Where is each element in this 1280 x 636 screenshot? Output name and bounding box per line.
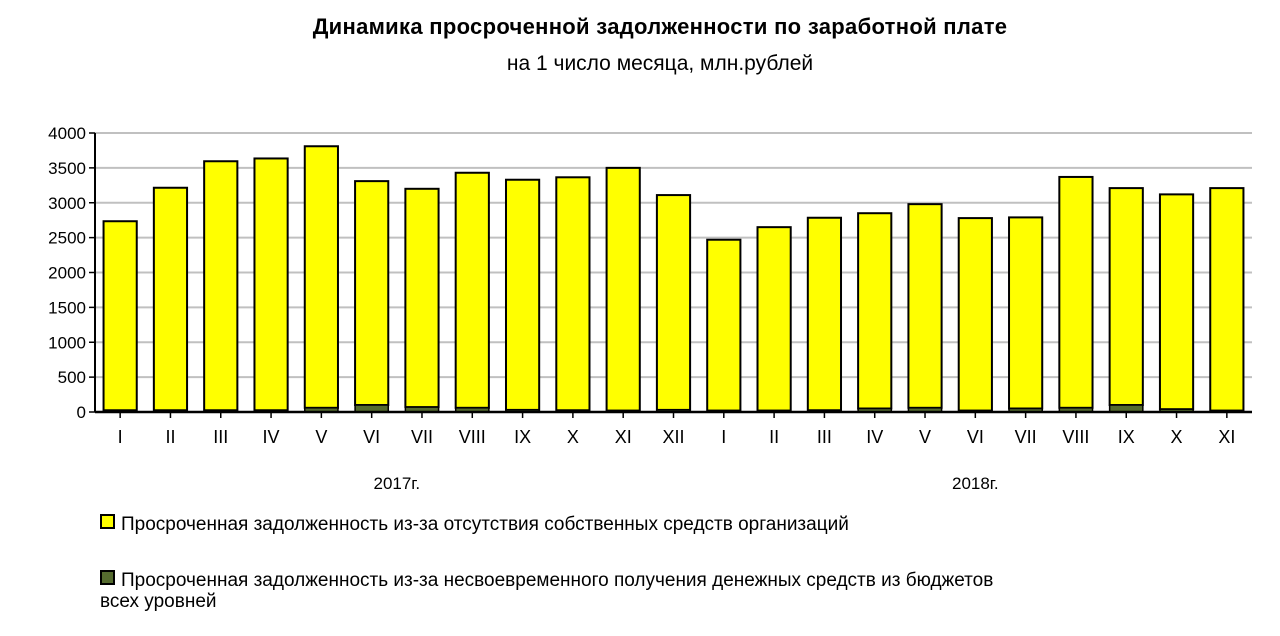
bar-own-funds	[806, 216, 843, 412]
x-tick-label: XII	[662, 427, 684, 447]
bar-own-funds	[354, 180, 390, 407]
year-group-label: 2017г.	[373, 474, 420, 493]
bar-own-funds	[957, 217, 993, 412]
legend-label-continued: всех уровней	[100, 591, 217, 612]
bar-own-funds	[102, 220, 138, 412]
x-tick-label: VIII	[1062, 427, 1089, 447]
x-tick-label: IV	[866, 427, 883, 447]
y-tick-label: 1000	[48, 333, 86, 352]
x-tick-label: V	[315, 427, 327, 447]
x-tick-label: IX	[1118, 427, 1135, 447]
legend-label: Просроченная задолженность из-за отсутст…	[121, 514, 849, 535]
x-tick-label: II	[769, 427, 779, 447]
bar-own-funds	[1209, 187, 1245, 412]
bar-own-funds	[1008, 216, 1044, 410]
bar-own-funds	[504, 178, 541, 411]
legend-swatch-yellow	[100, 514, 115, 529]
bar-own-funds	[907, 203, 943, 409]
x-tick-label: X	[567, 427, 579, 447]
y-tick-label: 4000	[48, 124, 86, 143]
y-tick-label: 500	[58, 368, 86, 387]
x-tick-label: VII	[411, 427, 433, 447]
x-tick-label: I	[118, 427, 123, 447]
bar-own-funds	[253, 157, 289, 412]
bar-own-funds	[857, 212, 893, 410]
x-tick-label: VIII	[459, 427, 486, 447]
bar-own-funds	[454, 171, 490, 409]
x-tick-label: IV	[263, 427, 280, 447]
bar-own-funds	[404, 187, 440, 409]
bar-own-funds	[303, 145, 339, 409]
x-tick-label: VII	[1015, 427, 1037, 447]
y-tick-label: 0	[77, 403, 86, 422]
x-tick-label: V	[919, 427, 931, 447]
chart-title: Динамика просроченной задолженности по з…	[312, 14, 1008, 39]
x-tick-label: III	[817, 427, 832, 447]
y-tick-label: 1500	[48, 298, 86, 317]
x-tick-label: IX	[514, 427, 531, 447]
y-tick-label: 3500	[48, 159, 86, 178]
bar-own-funds	[706, 238, 742, 412]
x-tick-label: VI	[967, 427, 984, 447]
y-tick-label: 3000	[48, 194, 86, 213]
bar-own-funds	[605, 166, 641, 412]
x-tick-label: XI	[1218, 427, 1235, 447]
axes	[89, 132, 1252, 418]
x-tick-label: II	[165, 427, 175, 447]
year-group-label: 2018г.	[952, 474, 999, 493]
bar-own-funds	[1058, 175, 1094, 409]
x-tick-label: I	[721, 427, 726, 447]
bar-own-funds	[1108, 187, 1144, 407]
bar-own-funds	[655, 194, 692, 411]
x-tick-label: X	[1171, 427, 1183, 447]
bar-own-funds	[1158, 193, 1195, 411]
legend-label: Просроченная задолженность из-за несвоев…	[121, 570, 994, 591]
legend-item-own-funds: Просроченная задолженность из-за отсутст…	[100, 514, 849, 535]
bar-own-funds	[756, 226, 792, 412]
chart-subtitle: на 1 число месяца, млн.рублей	[506, 52, 814, 75]
y-tick-label: 2000	[48, 264, 86, 283]
x-tick-label: VI	[363, 427, 380, 447]
bars	[102, 145, 1245, 413]
x-tick-label: XI	[615, 427, 632, 447]
bar-own-funds	[152, 186, 189, 412]
legend-swatch-olive	[100, 570, 115, 585]
y-tick-label: 2500	[48, 229, 86, 248]
bar-own-funds	[203, 160, 239, 412]
x-tick-label: III	[213, 427, 228, 447]
legend-item-budget-funds: Просроченная задолженность из-за несвоев…	[100, 570, 1260, 612]
bar-own-funds	[555, 176, 591, 412]
